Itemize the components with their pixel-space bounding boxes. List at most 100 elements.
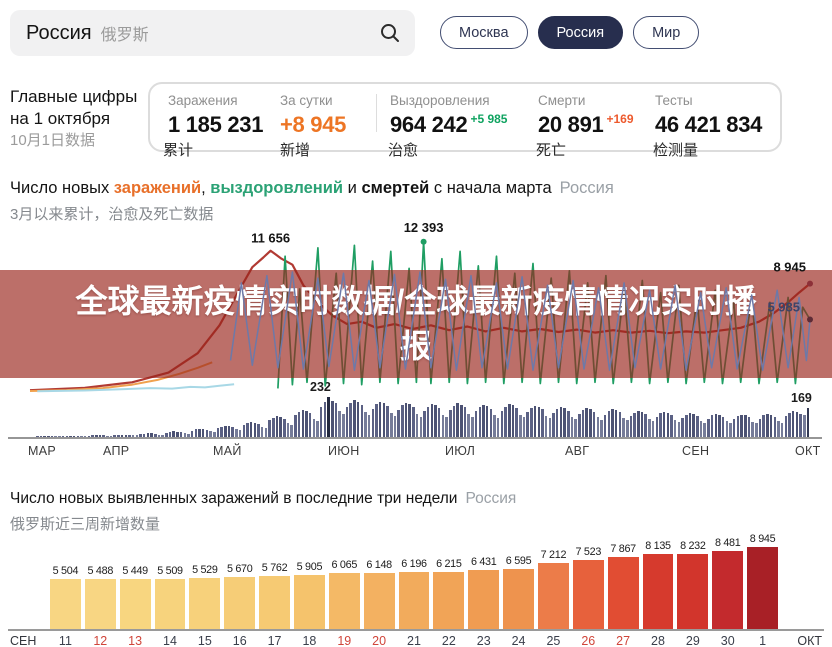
deaths-bar bbox=[478, 407, 481, 437]
deaths-bar bbox=[567, 410, 570, 437]
deaths-bar bbox=[585, 408, 588, 437]
tab-world[interactable]: Мир bbox=[633, 16, 700, 49]
deaths-bar bbox=[648, 419, 651, 437]
deaths-bar bbox=[747, 417, 751, 437]
deaths-bar bbox=[216, 428, 220, 437]
month-label: МАЙ bbox=[213, 444, 242, 458]
deaths-bar bbox=[194, 429, 198, 437]
case-bar-value: 6 148 bbox=[366, 558, 392, 571]
deaths-bar bbox=[544, 415, 548, 437]
case-bar-cell: 5 509 bbox=[153, 532, 188, 629]
deaths-bar bbox=[795, 411, 799, 437]
deaths-bar bbox=[342, 414, 345, 437]
deaths-bar bbox=[72, 435, 76, 437]
case-bar-cell: 7 867 bbox=[606, 532, 641, 629]
case-bar-cell: 5 504 bbox=[48, 532, 83, 629]
stat-recovered: Выздоровления 964 242 +5 985 bbox=[390, 93, 507, 138]
deaths-bar bbox=[334, 403, 338, 437]
case-bar-cell: 5 905 bbox=[292, 532, 327, 629]
deaths-bar bbox=[467, 414, 470, 437]
deaths-bar bbox=[788, 412, 791, 437]
tab-russia[interactable]: Россия bbox=[537, 16, 624, 49]
deaths-bar bbox=[740, 414, 743, 437]
deaths-bar bbox=[371, 409, 375, 437]
deaths-bar bbox=[131, 435, 135, 437]
day-label: 14 bbox=[163, 634, 177, 647]
day-label: 21 bbox=[407, 634, 421, 647]
deaths-bar bbox=[626, 420, 629, 437]
month-label: МАР bbox=[28, 444, 56, 458]
recent-chart-subtitle-cn: 俄罗斯近三周新增数量 bbox=[10, 516, 161, 533]
deaths-bar bbox=[54, 435, 57, 437]
stat-value: 1 185 231 bbox=[168, 112, 264, 137]
stat-cn-label: 累计 bbox=[163, 142, 194, 159]
deaths-bar bbox=[238, 430, 242, 437]
search-bar[interactable]: Россия 俄罗斯 bbox=[10, 10, 415, 56]
deaths-bar bbox=[784, 415, 788, 437]
stats-heading-line2: на 1 октября bbox=[10, 109, 111, 128]
stat-cn-label: 检测量 bbox=[653, 142, 699, 159]
search-input[interactable]: Россия bbox=[26, 21, 92, 44]
stat-daily: За сутки +8 945 bbox=[280, 93, 346, 138]
deaths-bar bbox=[707, 418, 710, 437]
deaths-bar bbox=[338, 411, 341, 437]
deaths-bar bbox=[257, 423, 260, 437]
deaths-bar bbox=[172, 431, 175, 437]
deaths-bar bbox=[596, 417, 599, 437]
stats-heading-line1: Главные цифры bbox=[10, 87, 138, 106]
deaths-bar bbox=[504, 406, 507, 437]
month-label: АВГ bbox=[565, 444, 590, 458]
deaths-bar bbox=[154, 433, 157, 437]
recent-x-axis bbox=[8, 629, 824, 631]
deaths-bar bbox=[412, 407, 415, 437]
deaths-bar bbox=[426, 406, 430, 437]
deaths-bar bbox=[235, 429, 238, 437]
word-infections: заражений bbox=[113, 179, 202, 197]
deaths-bar bbox=[419, 416, 422, 437]
search-icon[interactable] bbox=[379, 22, 401, 44]
deaths-bar bbox=[603, 414, 607, 437]
deaths-bar bbox=[286, 423, 290, 437]
case-bar bbox=[84, 578, 116, 629]
deaths-bar bbox=[150, 433, 153, 437]
deaths-bar bbox=[699, 420, 703, 437]
case-bar bbox=[747, 547, 778, 629]
deaths-bar bbox=[349, 402, 352, 437]
deaths-bar bbox=[541, 409, 544, 437]
case-bar-value: 5 762 bbox=[261, 562, 288, 575]
case-bar bbox=[572, 560, 604, 629]
deaths-bar bbox=[710, 415, 714, 437]
case-bar bbox=[398, 572, 430, 629]
case-bar-value: 5 905 bbox=[296, 560, 323, 573]
deaths-bar bbox=[168, 431, 172, 437]
banner-text: 全球最新疫情实时数据/全球最新疫情情况实时播报 bbox=[75, 283, 757, 364]
case-bar bbox=[328, 573, 360, 629]
day-label: 18 bbox=[302, 634, 317, 647]
case-bar bbox=[607, 556, 639, 629]
deaths-bar bbox=[187, 433, 190, 437]
day-label: 17 bbox=[267, 634, 282, 647]
case-bar-value: 5 488 bbox=[87, 564, 114, 577]
case-bar-cell: 5 488 bbox=[83, 532, 118, 629]
deaths-bar bbox=[201, 429, 205, 437]
deaths-bar bbox=[519, 414, 522, 437]
day-label: 28 bbox=[651, 634, 665, 647]
case-bar bbox=[468, 570, 500, 629]
stat-delta: +169 bbox=[606, 112, 634, 126]
day-label: 24 bbox=[511, 634, 526, 647]
deaths-bar bbox=[80, 435, 83, 437]
case-bar-value: 7 212 bbox=[540, 548, 567, 561]
deaths-bar bbox=[718, 414, 721, 437]
deaths-bar bbox=[655, 417, 658, 437]
deaths-bar bbox=[220, 426, 223, 437]
deaths-bar bbox=[102, 435, 105, 437]
stat-value: 46 421 834 bbox=[655, 112, 763, 137]
deaths-bar bbox=[640, 411, 644, 437]
deaths-bar bbox=[353, 400, 356, 437]
case-bar bbox=[503, 568, 534, 629]
deaths-bar bbox=[323, 401, 327, 437]
tab-moscow[interactable]: Москва bbox=[440, 16, 528, 49]
stat-infections: Заражения 1 185 231 bbox=[168, 93, 263, 138]
case-bar-value: 8 135 bbox=[645, 540, 671, 553]
deaths-bar bbox=[83, 435, 87, 437]
